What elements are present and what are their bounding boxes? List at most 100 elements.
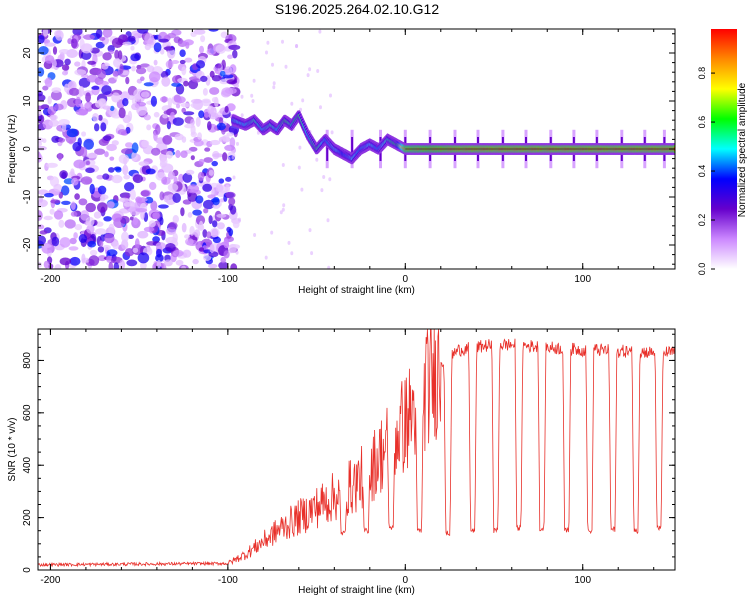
noise-blob xyxy=(287,240,291,245)
noise-blob xyxy=(38,210,43,221)
noise-blob xyxy=(103,135,112,142)
noise-blob xyxy=(81,146,88,158)
noise-blob xyxy=(190,102,199,109)
noise-blob xyxy=(59,170,68,179)
noise-blob xyxy=(109,156,115,161)
noise-blob xyxy=(330,130,334,135)
noise-blob xyxy=(202,88,208,96)
noise-blob xyxy=(111,140,119,146)
noise-blob xyxy=(140,190,150,197)
noise-blob xyxy=(208,263,218,269)
noise-blob xyxy=(75,109,88,116)
noise-blob xyxy=(58,219,65,228)
noise-blob xyxy=(165,60,174,69)
noise-blob xyxy=(231,155,235,160)
noise-blob xyxy=(123,174,131,180)
noise-blob xyxy=(111,92,121,103)
noise-blob xyxy=(62,70,68,76)
noise-blob xyxy=(183,111,195,116)
noise-blob xyxy=(185,41,190,49)
colorbar: 0.0 0.2 0.4 0.6 0.8 Normalized spectral ampli… xyxy=(697,29,748,275)
noise-blob xyxy=(153,42,162,53)
noise-blob xyxy=(74,193,80,200)
noise-blob xyxy=(120,91,130,102)
noise-blob xyxy=(88,255,100,266)
y-tick-label: 0 xyxy=(22,146,33,152)
noise-blob xyxy=(225,191,236,199)
noise-blob xyxy=(167,97,172,108)
noise-blob xyxy=(265,50,268,55)
noise-blob xyxy=(51,236,60,247)
noise-blob xyxy=(49,114,58,121)
noise-blob xyxy=(70,211,78,217)
noise-blob xyxy=(219,70,226,77)
noise-blob xyxy=(140,63,150,68)
noise-blob xyxy=(137,230,149,239)
noise-blob xyxy=(222,152,228,162)
noise-blob xyxy=(38,35,45,44)
noise-blob xyxy=(229,249,233,254)
noise-blob xyxy=(167,183,179,192)
noise-blob xyxy=(184,123,195,129)
noise-blob xyxy=(200,75,208,82)
noise-blob xyxy=(122,98,129,107)
noise-blob xyxy=(158,38,169,43)
noise-blob xyxy=(85,216,95,227)
colorbar-scale xyxy=(711,29,737,269)
noise-blob xyxy=(195,60,206,69)
noise-blob xyxy=(150,95,157,107)
noise-blob xyxy=(140,261,147,269)
noise-blob xyxy=(308,67,312,72)
noise-blob xyxy=(108,223,115,235)
noise-blob xyxy=(44,193,54,198)
noise-blob xyxy=(220,256,226,264)
noise-blob xyxy=(164,259,173,267)
noise-blob xyxy=(122,41,132,46)
noise-blob xyxy=(212,153,224,158)
noise-blob xyxy=(104,151,109,158)
noise-blob xyxy=(67,97,79,108)
noise-blob xyxy=(174,133,184,141)
noise-blob xyxy=(125,76,130,85)
noise-blob xyxy=(235,250,239,255)
noise-blob xyxy=(38,93,46,102)
noise-blob xyxy=(144,196,154,204)
noise-blob xyxy=(225,184,230,193)
noise-blob xyxy=(61,200,71,205)
noise-blob xyxy=(203,208,209,214)
noise-blob xyxy=(85,160,91,166)
noise-blob xyxy=(80,176,93,185)
noise-blob xyxy=(108,167,115,173)
noise-blob xyxy=(71,177,79,186)
noise-blob xyxy=(172,117,184,126)
x-tick-label: 0 xyxy=(403,575,409,586)
noise-blob xyxy=(98,114,103,121)
noise-blob xyxy=(47,106,57,116)
noise-blob xyxy=(51,87,62,93)
x-axis-label: Height of straight line (km) xyxy=(298,285,415,296)
noise-blob xyxy=(97,80,110,86)
noise-blob xyxy=(208,29,219,32)
noise-blob xyxy=(170,111,175,118)
noise-blob xyxy=(106,201,115,209)
noise-blob xyxy=(211,97,218,103)
noise-blob xyxy=(39,230,48,235)
noise-blob xyxy=(138,161,150,167)
noise-blob xyxy=(228,197,236,206)
noise-blob xyxy=(161,176,171,185)
noise-blob xyxy=(132,217,139,226)
noise-blob xyxy=(44,42,56,47)
noise-blob xyxy=(144,33,155,45)
noise-blob xyxy=(298,145,302,150)
noise-blob xyxy=(130,53,140,62)
noise-blob xyxy=(79,38,85,50)
noise-blob xyxy=(70,201,76,210)
x-tick-label: -100 xyxy=(218,274,238,285)
noise-blob xyxy=(209,70,215,78)
noise-blob xyxy=(295,44,298,49)
noise-blob xyxy=(197,171,205,181)
noise-blob xyxy=(240,113,244,118)
noise-blob xyxy=(97,185,107,195)
noise-blob xyxy=(192,78,201,83)
noise-blob xyxy=(70,168,75,177)
